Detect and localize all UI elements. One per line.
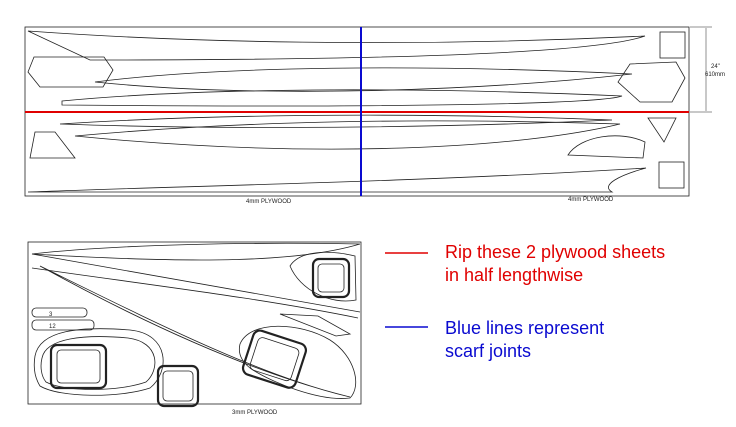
panel-diag-line-2 bbox=[31, 267, 359, 319]
hatch-cutout-left bbox=[49, 343, 108, 390]
legend-scarf: Blue lines represent scarf joints bbox=[445, 317, 604, 363]
panel-trapezoid-left bbox=[29, 131, 76, 159]
panel-hull-upper bbox=[94, 67, 633, 92]
hatch-cutout-top bbox=[311, 257, 351, 299]
panel-small-blade bbox=[279, 313, 352, 337]
bottom-sheet-outline bbox=[27, 241, 362, 405]
panel-sliver-upper bbox=[61, 89, 623, 107]
panel-oval-cockpit bbox=[33, 328, 164, 396]
panel-diag-line-1 bbox=[31, 253, 361, 313]
hatch-cutout-right-inner bbox=[249, 337, 300, 382]
panel-hull-lower bbox=[74, 120, 621, 150]
legend-scarf-line2: scarf joints bbox=[445, 341, 532, 361]
panel-arc-right bbox=[567, 135, 646, 159]
dim-imperial-label: 24" bbox=[711, 64, 720, 70]
legend-rip-line1: Rip these 2 plywood sheets bbox=[445, 242, 666, 262]
panel-bottom-strip bbox=[27, 167, 647, 193]
panel-sliver-lower bbox=[59, 114, 613, 128]
hatch-cutout-bottom bbox=[156, 364, 200, 408]
legend-rip: Rip these 2 plywood sheets in half lengt… bbox=[445, 241, 665, 287]
dim-metric-label: 610mm bbox=[705, 72, 725, 78]
panel-oval-right bbox=[617, 61, 686, 103]
panel-long-triangle bbox=[39, 265, 351, 398]
panel-top-strip bbox=[27, 30, 646, 61]
bottom-sheet-label: 3mm PLYWOOD bbox=[232, 410, 278, 416]
part-label-3: 3 bbox=[49, 312, 53, 318]
hatch-cutout-top-inner bbox=[317, 263, 345, 293]
part-tag-12 bbox=[31, 319, 95, 331]
panel-oval-right bbox=[238, 325, 357, 399]
hatch-cutout-right bbox=[241, 329, 308, 389]
legend-scarf-line1: Blue lines represent bbox=[445, 318, 605, 338]
panel-deck-sliver bbox=[31, 242, 361, 261]
top-plywood-sheets bbox=[24, 26, 712, 197]
panel-triangle-right bbox=[647, 117, 677, 143]
legend-rip-line2: in half lengthwise bbox=[445, 265, 584, 285]
top-sheet-label-left: 4mm PLYWOOD bbox=[246, 199, 292, 205]
panel-square-lower bbox=[658, 161, 685, 189]
hatch-cutout-left-inner bbox=[56, 349, 101, 384]
panel-teardrop-right bbox=[289, 251, 357, 302]
hatch-cutout-bottom-inner bbox=[162, 370, 194, 402]
part-tag-3 bbox=[31, 307, 88, 318]
bottom-plywood-sheet bbox=[27, 241, 362, 408]
part-label-12: 12 bbox=[49, 324, 56, 330]
panel-hex-left bbox=[27, 56, 114, 88]
panel-oval-cockpit-inner bbox=[40, 336, 156, 390]
top-sheet-label-right: 4mm PLYWOOD bbox=[568, 197, 614, 203]
panel-square-upper bbox=[659, 31, 686, 59]
